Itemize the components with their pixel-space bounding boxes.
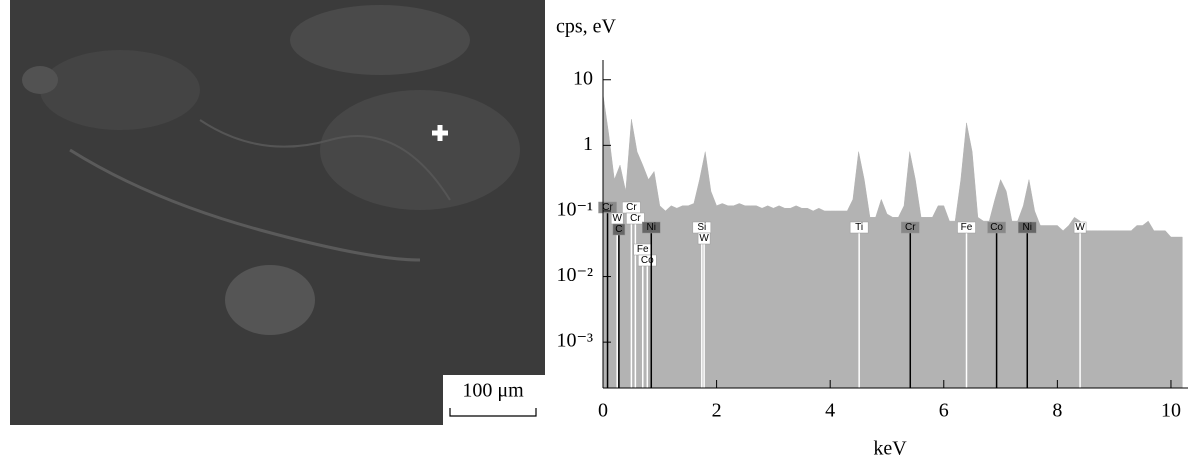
sem-image: 100 μm: [10, 0, 545, 425]
y-tick-label: 10⁻³: [556, 330, 593, 352]
y-tick-label: 10⁻¹: [556, 199, 593, 221]
element-label-box: [987, 221, 1006, 234]
element-label: W: [699, 233, 709, 244]
x-tick-label: 10: [1161, 400, 1181, 422]
x-tick-label: 2: [712, 400, 722, 422]
y-tick-label: 1: [583, 133, 593, 155]
element-label: Cr: [630, 213, 641, 224]
y-axis-label: cps, eV: [556, 16, 617, 38]
sem-feature: [69, 148, 421, 262]
element-label: Ni: [647, 222, 656, 233]
element-label: Cr: [905, 222, 916, 233]
element-label-box: [612, 223, 626, 236]
element-label: Co: [990, 222, 1003, 233]
element-label-box: [1018, 221, 1037, 234]
element-label-box: [1073, 221, 1087, 234]
x-tick-label: 6: [939, 400, 949, 422]
element-label: Cr: [602, 202, 613, 213]
y-tick-label: 10: [573, 67, 593, 89]
element-label: Ni: [1023, 222, 1032, 233]
element-label-box: [901, 221, 920, 234]
sem-feature: [225, 265, 315, 335]
x-tick-label: 0: [598, 400, 608, 422]
element-label-box: [957, 221, 976, 234]
element-label-box: [697, 232, 711, 245]
sem-feature: [290, 5, 470, 75]
scale-bar-box: [443, 375, 545, 425]
element-label-box: [638, 254, 657, 267]
element-label-box: [598, 201, 617, 214]
element-label: Cr: [626, 202, 637, 213]
scale-bar-label: 100 μm: [462, 380, 524, 402]
x-axis-label: keV: [873, 438, 907, 460]
element-label: W: [612, 213, 622, 224]
element-label-box: [642, 221, 661, 234]
sem-feature: [199, 119, 451, 201]
element-label: Ti: [855, 222, 863, 233]
element-label-box: [849, 221, 869, 234]
x-tick-label: 4: [825, 400, 835, 422]
spot-marker: [432, 125, 448, 141]
element-label-box: [626, 212, 645, 225]
scale-bar: [449, 408, 537, 417]
element-label: W: [1075, 222, 1085, 233]
element-label: C: [615, 224, 622, 235]
sem-feature: [40, 50, 200, 130]
x-tick-label: 8: [1052, 400, 1062, 422]
element-label: Si: [697, 222, 706, 233]
element-label: Fe: [637, 244, 649, 255]
spectrum-area: [602, 94, 1183, 389]
sem-feature: [320, 90, 520, 210]
sem-feature: [22, 66, 58, 94]
element-label: Co: [641, 255, 654, 266]
y-tick-label: 10⁻²: [556, 264, 593, 286]
element-label: Fe: [961, 222, 973, 233]
